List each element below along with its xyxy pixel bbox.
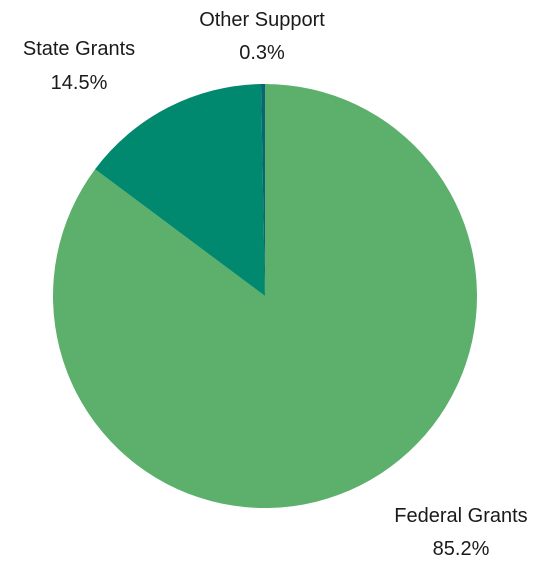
pie-labels: Federal Grants 85.2% State Grants 14.5% …	[23, 9, 528, 560]
slice-value-state-grants: 14.5%	[51, 72, 108, 94]
pie-slice-other-support	[261, 84, 265, 296]
slice-value-federal-grants: 85.2%	[433, 538, 490, 560]
pie-slice-federal-grants	[52, 84, 477, 508]
slice-label-state-grants: State Grants	[23, 38, 135, 60]
pie-slice-state-grants	[95, 84, 265, 296]
slice-label-other-support: Other Support	[199, 9, 325, 31]
pie-slices	[52, 84, 477, 508]
slice-value-other-support: 0.3%	[239, 42, 285, 64]
slice-label-federal-grants: Federal Grants	[394, 505, 527, 527]
